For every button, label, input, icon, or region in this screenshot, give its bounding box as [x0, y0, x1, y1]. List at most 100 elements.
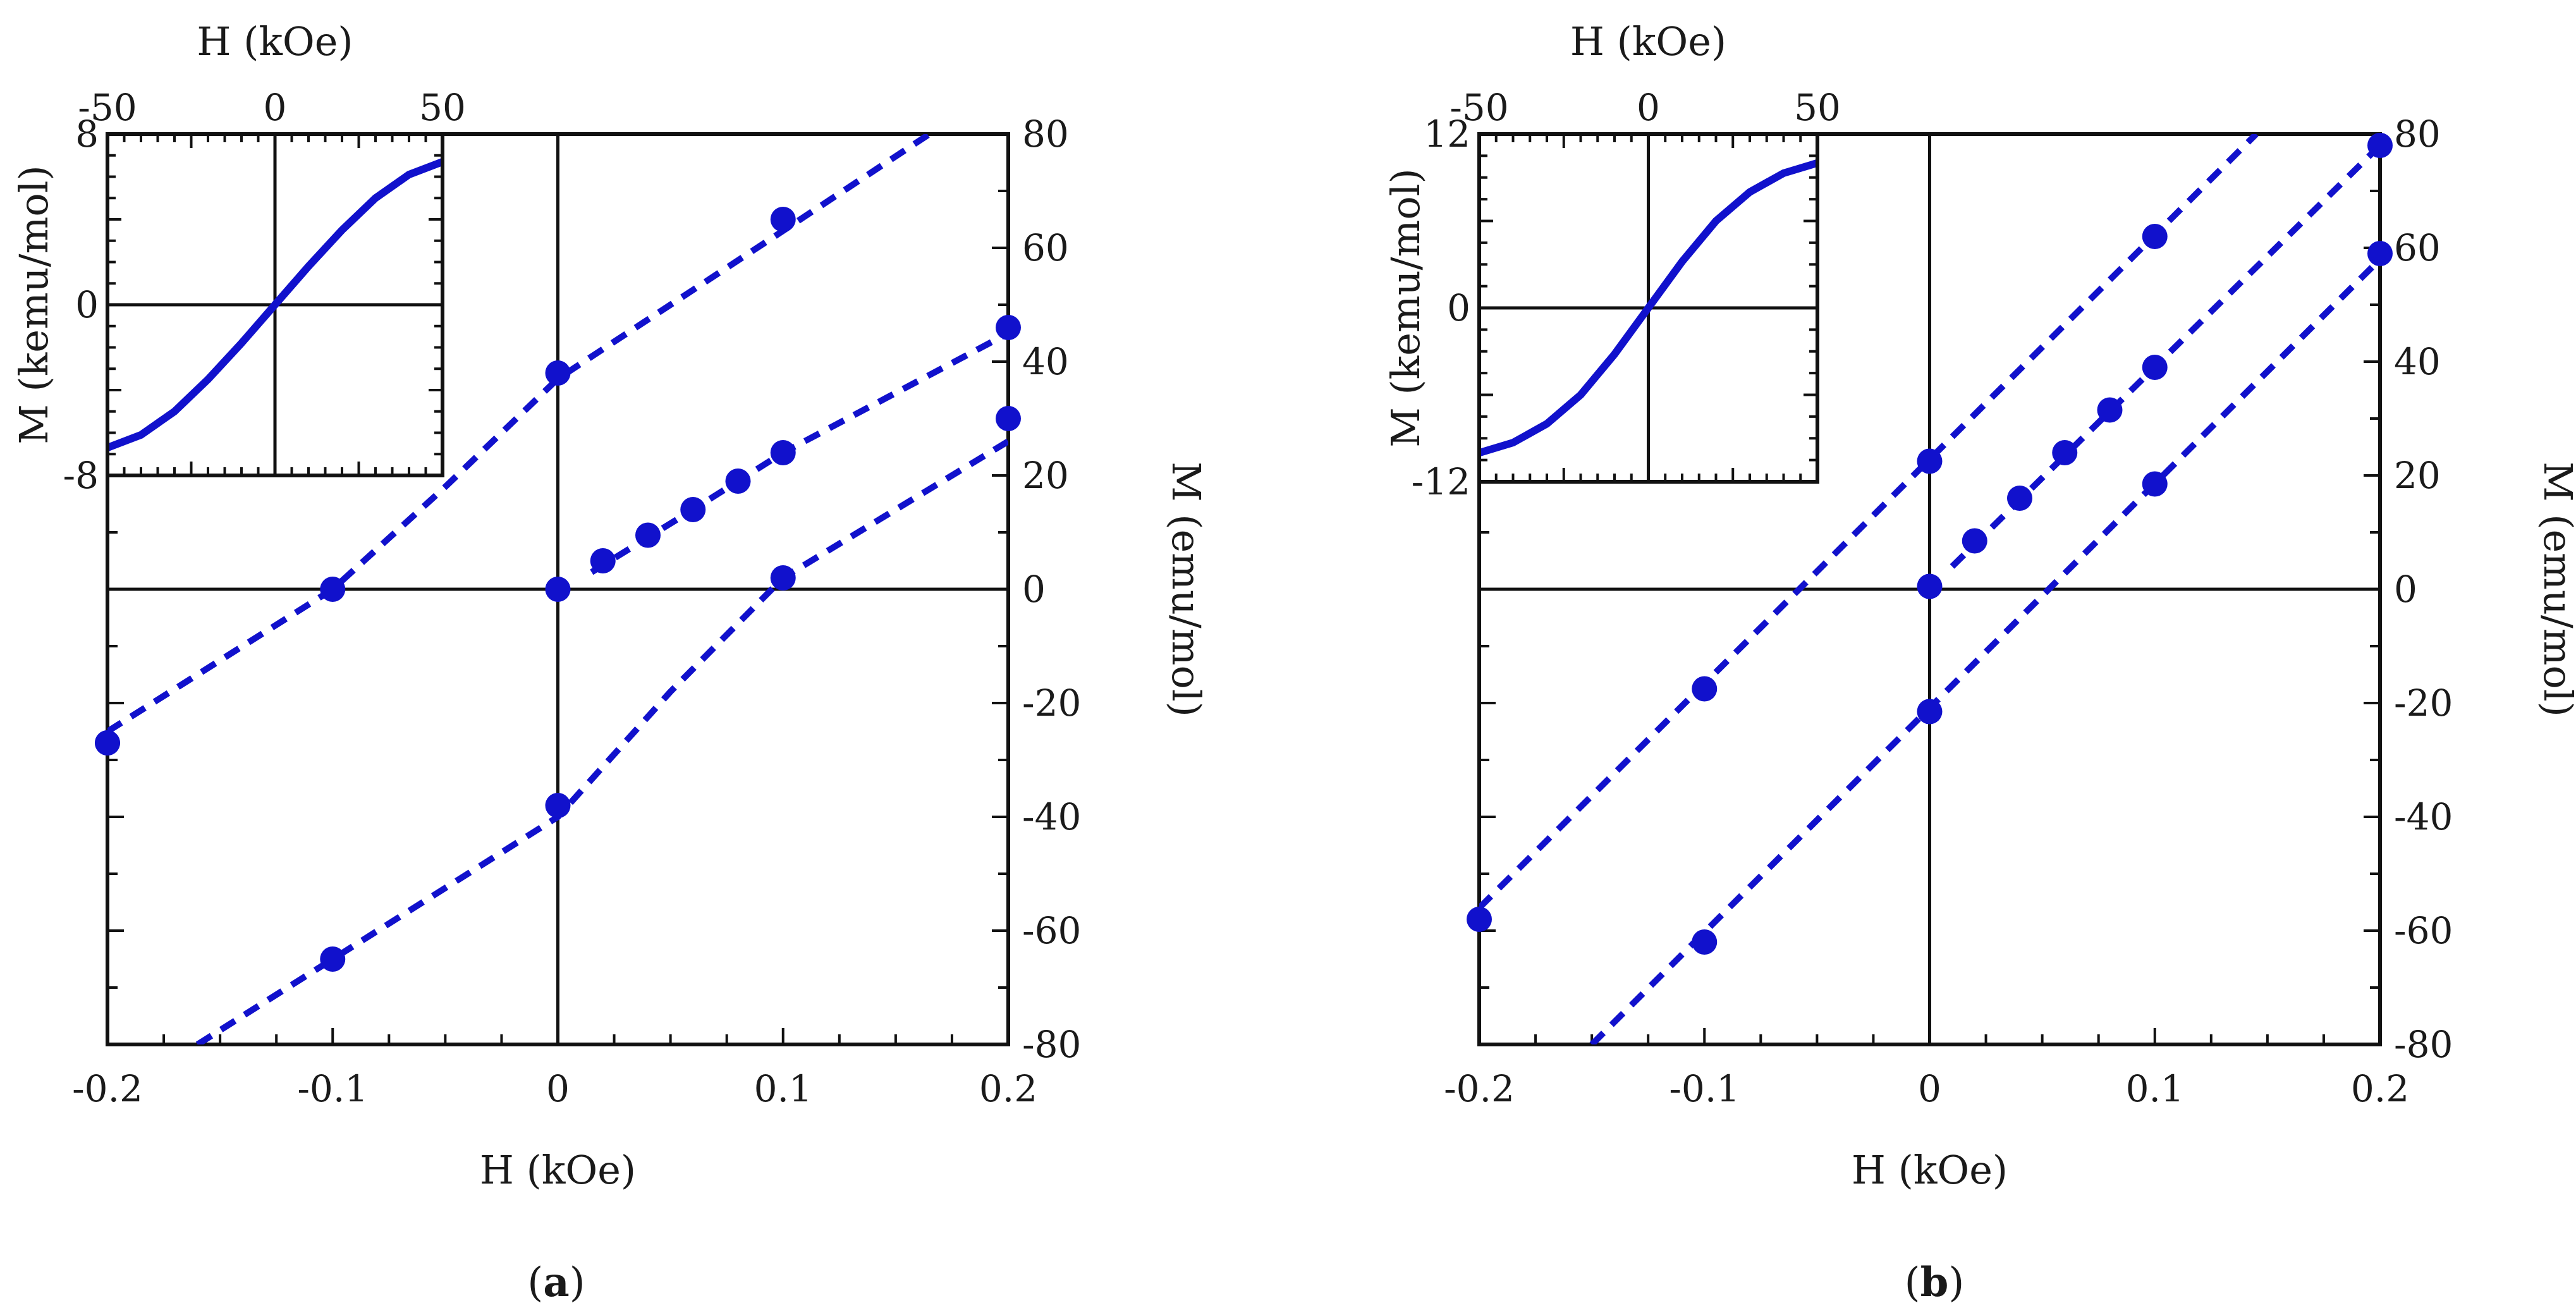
plot-frame: [106, 132, 1010, 1046]
x-tick-label: -0.1: [297, 1067, 368, 1110]
data-point-virgin: [770, 440, 796, 465]
inset-y-tick-label: 0: [75, 283, 99, 326]
data-point-descending: [2367, 133, 2393, 158]
data-point-ascending: [2142, 471, 2168, 497]
data-point-ascending: [95, 730, 120, 756]
data-point-descending: [1917, 448, 1943, 474]
y-tick-label: 20: [2394, 454, 2441, 497]
y-tick-label: -20: [2394, 682, 2453, 725]
data-point-virgin: [2052, 440, 2078, 465]
data-point-descending: [2142, 224, 2168, 249]
y-axis-title: M (emu/mol): [1163, 462, 1209, 717]
x-tick-label: 0.1: [754, 1067, 812, 1110]
data-point-descending: [996, 315, 1021, 340]
inset-x-axis-title: H (kOe): [1570, 18, 1726, 64]
inset-y-tick-label: 12: [1424, 113, 1470, 156]
inset-b: -50 0 50 -12 0 12 H (kOe) M (kemu/mol): [1383, 18, 1841, 503]
y-tick-label: -60: [2394, 909, 2453, 952]
data-point-ascending: [1917, 699, 1943, 725]
data-point-ascending: [545, 793, 571, 818]
data-point-virgin: [590, 548, 616, 573]
x-tick-label: 0: [546, 1067, 570, 1110]
data-point-virgin: [2097, 397, 2123, 423]
data-point-ascending: [320, 946, 346, 972]
panel-caption-letter: b: [1920, 1259, 1949, 1306]
panel-caption-letter: a: [543, 1259, 569, 1306]
x-tick-label: 0: [1918, 1067, 1941, 1110]
y-tick-label: -80: [2394, 1023, 2453, 1066]
data-point-descending: [320, 577, 346, 602]
x-tick-label: 0.2: [2351, 1067, 2409, 1110]
data-point-descending: [545, 360, 571, 386]
data-point-virgin: [1962, 528, 1987, 554]
y-tick-label: 60: [1022, 226, 1069, 269]
y-tick-label: -40: [2394, 795, 2453, 838]
y-tick-label: 40: [2394, 340, 2441, 383]
x-tick-label: -0.2: [72, 1067, 143, 1110]
y-tick-label: 40: [1022, 340, 1069, 383]
data-point-ascending: [996, 406, 1021, 431]
x-tick-label: -0.1: [1669, 1067, 1740, 1110]
inset-x-tick-label: -50: [78, 86, 137, 129]
plot-frame: [1477, 132, 2382, 1046]
data-point-descending: [1467, 907, 1492, 932]
inset-frame: [1477, 132, 1819, 484]
curve-upper-branch: [1479, 134, 2259, 910]
panel-caption-close: ): [1948, 1259, 1964, 1306]
x-axis-title: H (kOe): [480, 1147, 636, 1193]
x-tick-label: -0.2: [1444, 1067, 1515, 1110]
data-point-virgin: [1917, 573, 1943, 599]
data-point-virgin: [635, 522, 661, 548]
inset-x-tick-label: 50: [1794, 86, 1841, 129]
x-tick-label: 0.2: [979, 1067, 1037, 1110]
data-point-virgin: [680, 497, 706, 522]
inset-curve: [1478, 159, 1819, 456]
y-tick-label: 80: [1022, 113, 1069, 156]
y-tick-label: -60: [1022, 909, 1081, 952]
data-point-descending: [1692, 676, 1718, 702]
data-point-ascending: [2367, 241, 2393, 266]
y-tick-label: 80: [2394, 113, 2441, 156]
y-tick-label: -20: [1022, 682, 1081, 725]
panel-caption-close: ): [570, 1259, 585, 1306]
inset-y-tick-label: 0: [1447, 286, 1470, 329]
data-point-virgin: [725, 468, 751, 494]
y-axis-title: M (emu/mol): [2535, 462, 2576, 717]
curve-lower-branch: [195, 438, 1008, 1044]
y-tick-label: 60: [2394, 226, 2441, 269]
inset-x-tick-label: 0: [1637, 86, 1660, 129]
panel-caption-open: (: [527, 1259, 543, 1306]
inset-a: -50 0 50 -8 0 8 H (kOe) M (kemu/mol): [11, 18, 466, 497]
inset-x-tick-label: -50: [1450, 86, 1508, 129]
inset-curve: [106, 158, 444, 451]
y-tick-label: 0: [1022, 568, 1046, 611]
inset-y-axis-title: M (kemu/mol): [11, 165, 57, 444]
y-tick-label: -80: [1022, 1023, 1081, 1066]
data-point-ascending: [770, 565, 796, 591]
data-point-descending: [770, 207, 796, 232]
x-axis-title: H (kOe): [1852, 1147, 2008, 1193]
y-tick-label: -40: [1022, 795, 1081, 838]
panel-caption: (b): [1905, 1259, 1965, 1306]
inset-x-axis-title: H (kOe): [197, 18, 353, 64]
y-tick-label: 0: [2394, 568, 2417, 611]
x-tick-label: 0.1: [2126, 1067, 2184, 1110]
data-point-virgin: [545, 577, 571, 602]
inset-x-tick-label: 0: [264, 86, 287, 129]
data-point-virgin: [2142, 355, 2168, 380]
inset-y-axis-title: M (kemu/mol): [1383, 168, 1429, 447]
panel-caption: (a): [527, 1259, 585, 1306]
curve-lower-branch: [1589, 257, 2380, 1044]
y-tick-label: 20: [1022, 454, 1069, 497]
inset-y-tick-label: -8: [63, 454, 99, 497]
inset-y-tick-label: -12: [1412, 460, 1470, 503]
data-point-ascending: [1692, 929, 1718, 955]
data-point-virgin: [2007, 486, 2032, 511]
panel-b: -0.2 -0.1 0 0.1 0.2-80 -60 -40 -20 0 20 40 60 80 H (k…: [1383, 18, 2576, 1306]
inset-x-tick-label: 50: [419, 86, 466, 129]
inset-y-tick-label: 8: [75, 113, 99, 156]
curve-upper-branch: [107, 134, 932, 735]
inset-frame: [106, 132, 444, 477]
